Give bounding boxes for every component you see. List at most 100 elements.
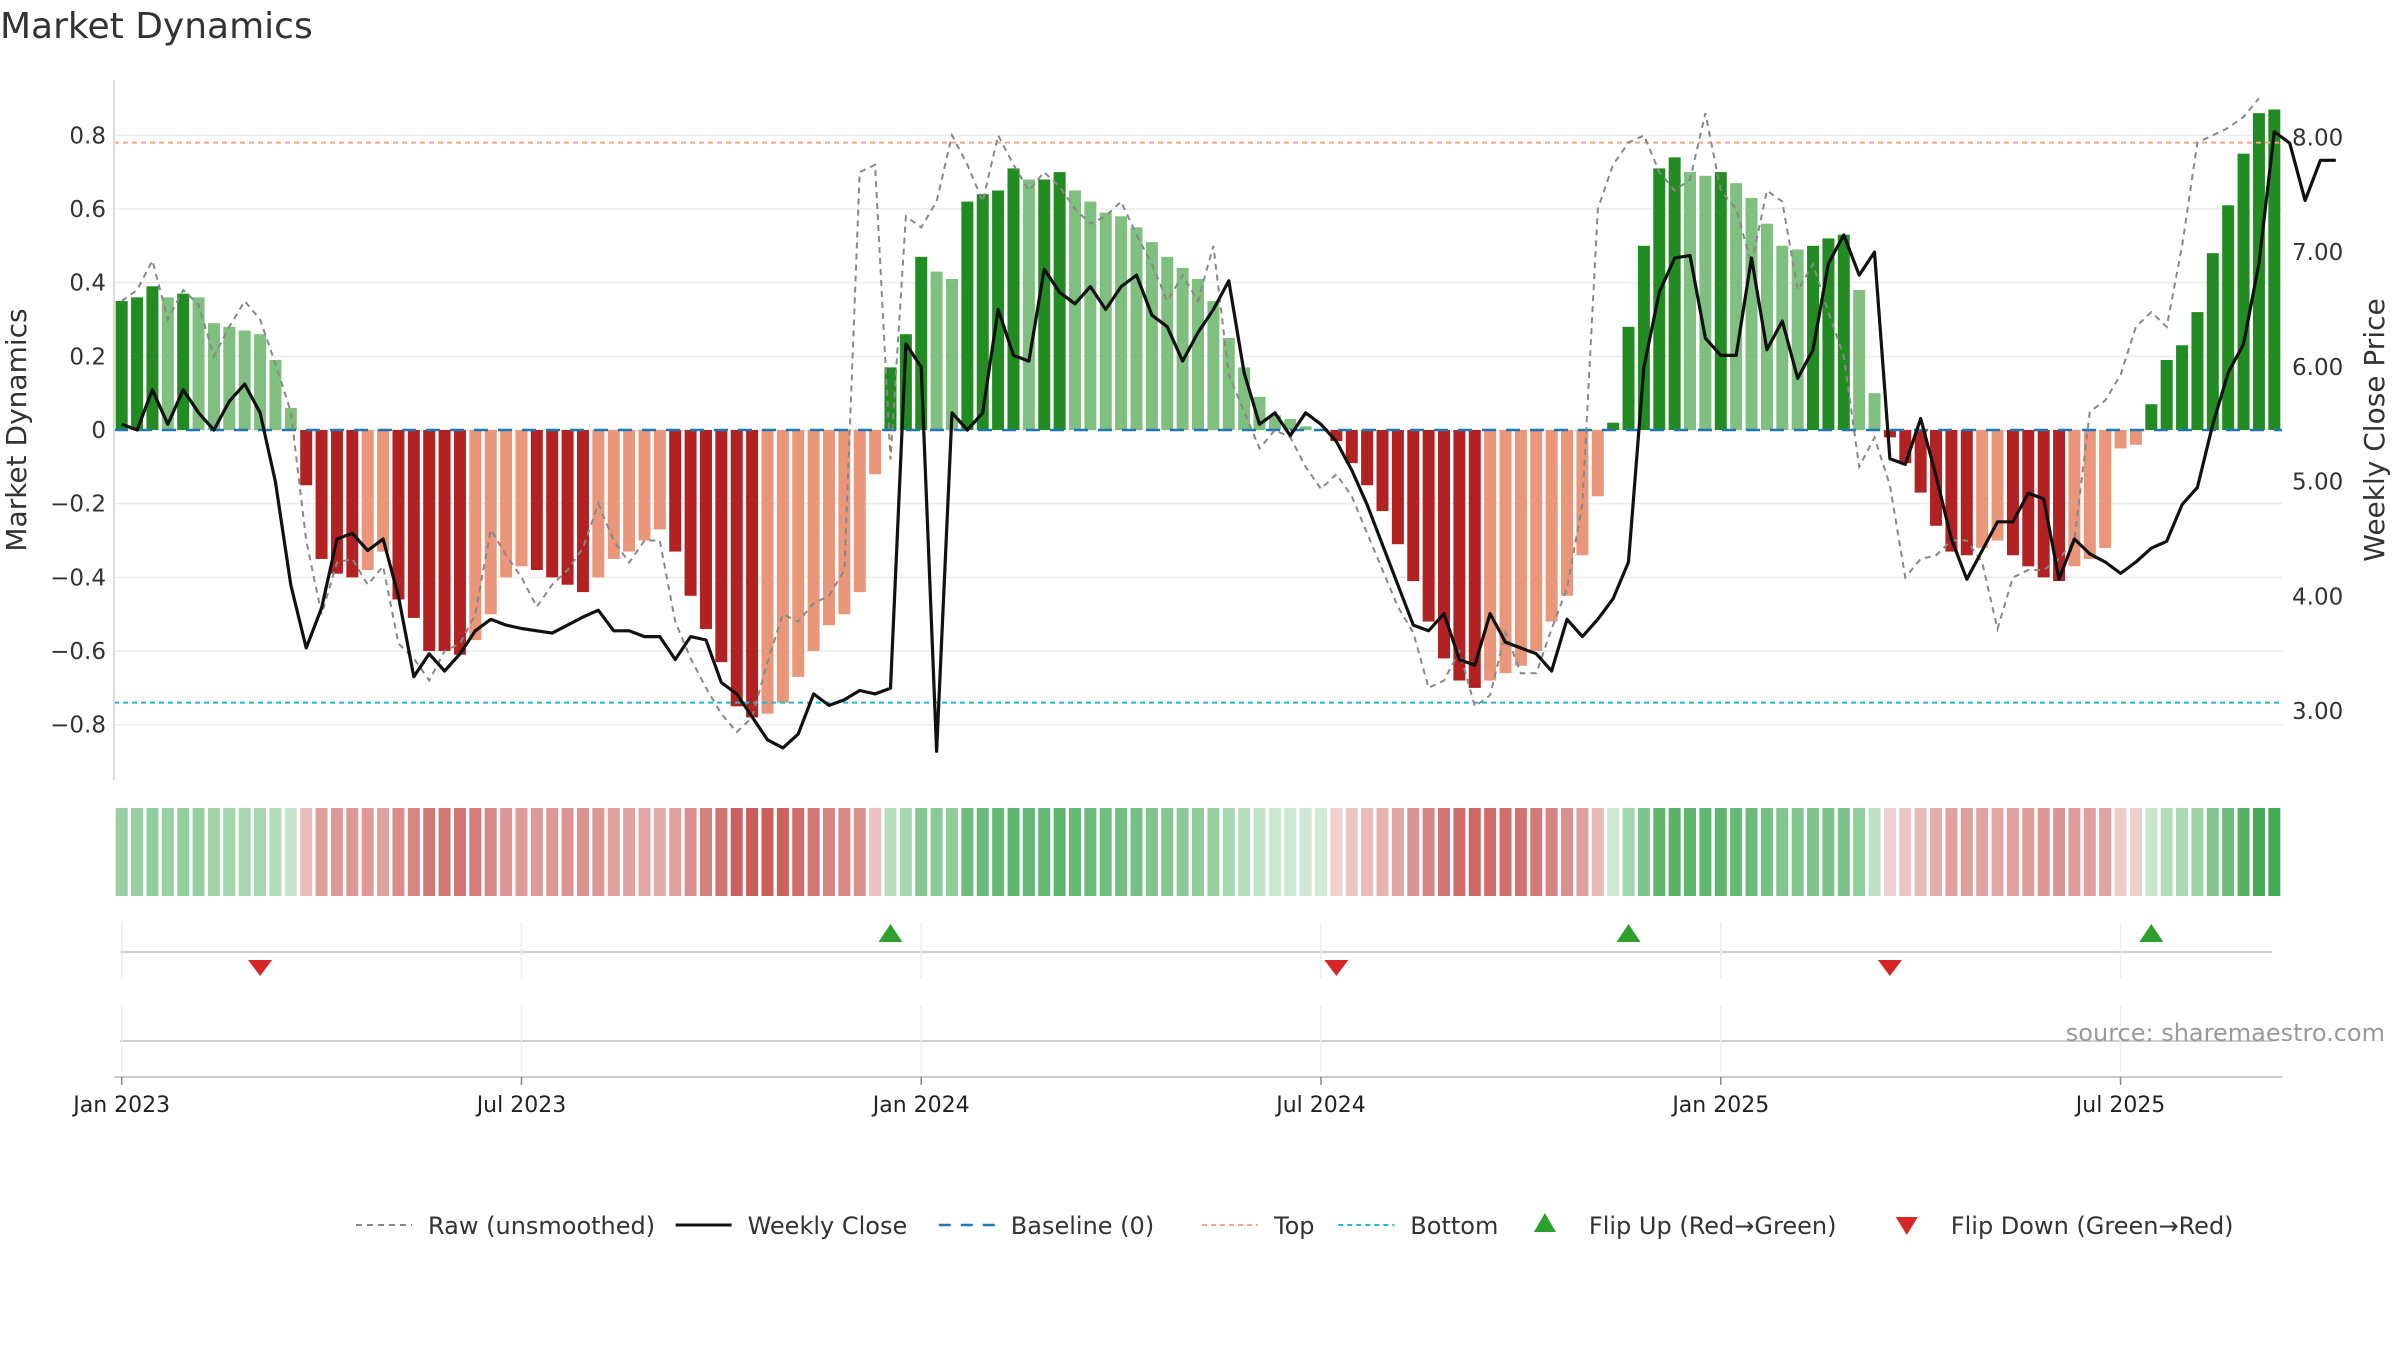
regime-cell <box>223 808 236 896</box>
dynamics-bar <box>1161 256 1174 430</box>
regime-cell <box>1622 808 1635 896</box>
dynamics-bar <box>945 278 958 430</box>
regime-cell <box>1514 808 1527 896</box>
regime-cell <box>238 808 251 896</box>
dynamics-bar <box>1068 190 1081 430</box>
regime-cell <box>1099 808 1112 896</box>
dynamics-bar <box>238 330 251 430</box>
dynamics-bar <box>1330 430 1343 442</box>
dynamics-bar <box>300 430 313 486</box>
dynamics-bar <box>853 430 866 593</box>
regime-cell <box>2006 808 2019 896</box>
flip-markers-panel <box>120 922 2272 1072</box>
regime-cell <box>838 808 851 896</box>
dynamics-bar <box>623 430 636 552</box>
y-tick-label: 0 <box>91 418 106 444</box>
dynamics-bar <box>792 430 805 677</box>
regime-cell <box>776 808 789 896</box>
regime-cell <box>1853 808 1866 896</box>
regime-cell <box>1637 808 1650 896</box>
regime-cell <box>1115 808 1128 896</box>
legend-item-raw: Raw (unsmoothed) <box>356 1212 655 1240</box>
regime-cell <box>161 808 174 896</box>
regime-cell <box>792 808 805 896</box>
regime-cell <box>1330 808 1343 896</box>
dynamics-bar <box>177 293 190 430</box>
dynamics-bar <box>1760 223 1773 430</box>
y2-tick-label: 6.00 <box>2292 355 2343 381</box>
dynamics-bar <box>2053 430 2066 582</box>
regime-cell <box>1530 808 1543 896</box>
legend-item-flip_down: Flip Down (Green→Red) <box>1895 1212 2234 1240</box>
regime-cell <box>884 808 897 896</box>
regime-cell <box>2053 808 2066 896</box>
y-tick-label: 0.4 <box>69 271 106 297</box>
legend-label: Flip Down (Green→Red) <box>1951 1212 2234 1240</box>
dynamics-bar <box>530 430 543 570</box>
dynamics-bar <box>1714 172 1727 430</box>
regime-cell <box>638 808 651 896</box>
regime-cell <box>1591 808 1604 896</box>
legend-item-bottom: Bottom <box>1338 1212 1498 1240</box>
dynamics-bar <box>1684 172 1697 430</box>
regime-cell <box>899 808 912 896</box>
legend: Raw (unsmoothed) Weekly Close Baseline (0)… <box>356 1212 2234 1240</box>
regime-cell <box>2222 808 2235 896</box>
page-title: Market Dynamics <box>0 6 313 47</box>
regime-cell <box>1745 808 1758 896</box>
dynamics-bar <box>269 360 282 430</box>
regime-cell <box>1499 808 1512 896</box>
dynamics-bar <box>1391 430 1404 545</box>
legend-label: Top <box>1273 1212 1315 1240</box>
dynamics-bar <box>1099 212 1112 430</box>
regime-cell <box>1699 808 1712 896</box>
lines-layer <box>114 97 2336 753</box>
dynamics-bar <box>1268 415 1281 430</box>
regime-cell <box>2099 808 2112 896</box>
dynamics-bar <box>1238 367 1251 430</box>
dynamics-bar <box>2068 430 2081 567</box>
legend-item-baseline: Baseline (0) <box>938 1212 1154 1240</box>
dynamics-bar <box>2129 430 2142 445</box>
regime-cell <box>1176 808 1189 896</box>
regime-cell <box>561 808 574 896</box>
dynamics-bar <box>1730 183 1743 430</box>
regime-cell <box>1068 808 1081 896</box>
dynamics-bar <box>1607 422 1620 430</box>
regime-cell <box>2160 808 2173 896</box>
dynamics-bar <box>1868 393 1881 430</box>
regime-cell <box>607 808 620 896</box>
regime-cell <box>1438 808 1451 896</box>
dynamics-bar <box>1222 337 1235 430</box>
dynamics-bar <box>746 430 759 718</box>
dynamics-bar <box>653 430 666 530</box>
regime-cell <box>1868 808 1881 896</box>
regime-cell <box>469 808 482 896</box>
regime-cell <box>653 808 666 896</box>
regime-cell <box>730 808 743 896</box>
legend-item-flip_up: Flip Up (Red→Green) <box>1533 1212 1836 1240</box>
regime-cell <box>1976 808 1989 896</box>
regime-cell <box>1945 808 1958 896</box>
regime-cell <box>1422 808 1435 896</box>
axes-layer: 0.8 0.6 0.4 0.2 0 −0.2 −0.4 −0.6 −0.8 8.00 7.00 6.0… <box>0 80 2391 780</box>
regime-cell <box>853 808 866 896</box>
regime-cell <box>2237 808 2250 896</box>
regime-cell <box>1022 808 1035 896</box>
regime-cell <box>1315 808 1328 896</box>
dynamics-bar <box>915 256 928 430</box>
dynamics-bar <box>1484 430 1497 681</box>
bars-layer <box>115 109 2281 718</box>
dynamics-bar <box>361 430 374 570</box>
regime-cell <box>2022 808 2035 896</box>
x-tick-label: Jul 2025 <box>2074 1093 2166 1118</box>
regime-cell <box>1545 808 1558 896</box>
regime-cell <box>407 808 420 896</box>
regime-cell <box>1561 808 1574 896</box>
dynamics-bar <box>1883 430 1896 438</box>
regime-cell <box>2176 808 2189 896</box>
dynamics-bar <box>1130 227 1143 430</box>
dynamics-bar <box>1545 430 1558 622</box>
regime-cell <box>484 808 497 896</box>
regime-cell <box>1791 808 1804 896</box>
